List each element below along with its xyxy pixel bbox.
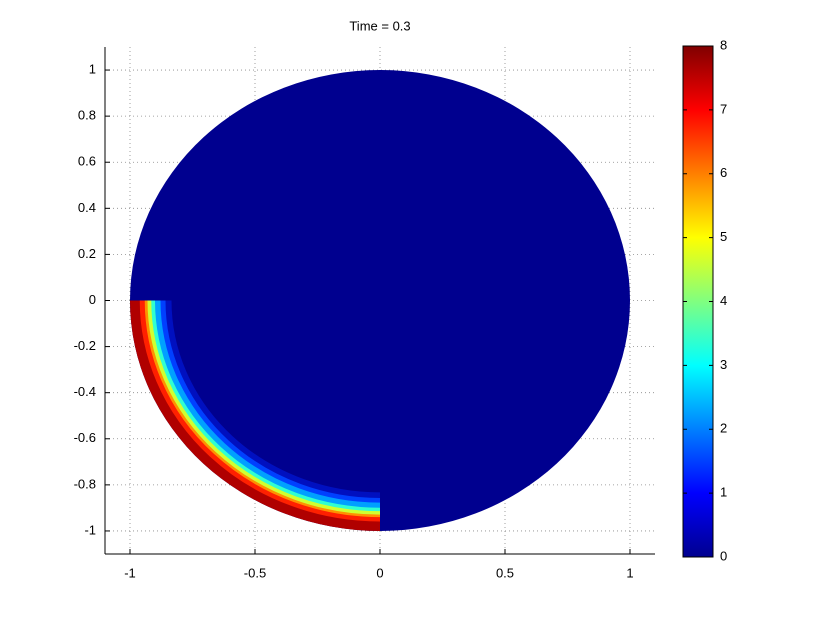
colorbar-tick-label: 1 — [720, 485, 727, 500]
y-tick-label: 0 — [89, 292, 96, 307]
y-tick-label: -1 — [84, 522, 96, 537]
field-disk — [130, 70, 630, 531]
y-tick-label: 0.4 — [78, 200, 96, 215]
band-layer — [154, 300, 381, 509]
band-layer — [159, 300, 381, 504]
colorbar — [682, 45, 714, 558]
y-tick-label: -0.8 — [74, 476, 96, 491]
band-layer — [137, 300, 381, 525]
band-layer — [130, 300, 381, 531]
y-tick-label: 1 — [89, 61, 96, 76]
band-layer — [142, 300, 381, 520]
y-tick-label: 0.8 — [78, 108, 96, 123]
y-tick-label: -0.4 — [74, 384, 96, 399]
y-tick-label: 0.6 — [78, 154, 96, 169]
band-layer — [163, 300, 381, 501]
colorbar-tick-label: 8 — [720, 37, 727, 52]
colorbar-tick-label: 7 — [720, 101, 727, 116]
band-layer — [150, 300, 381, 513]
colorbar-tick-label: 0 — [720, 548, 727, 563]
x-tick-label: -1 — [124, 565, 136, 580]
band-layer — [146, 300, 381, 517]
chart-title: Time = 0.3 — [349, 18, 410, 33]
y-tick-label: -0.2 — [74, 338, 96, 353]
colorbar-tick-label: 4 — [720, 293, 727, 308]
colorbar-tick-label: 6 — [720, 165, 727, 180]
y-tick-label: -0.6 — [74, 430, 96, 445]
x-tick-label: -0.5 — [244, 565, 266, 580]
x-tick-label: 0.5 — [496, 565, 514, 580]
x-tick-label: 1 — [626, 565, 633, 580]
colorbar-tick-label: 2 — [720, 421, 727, 436]
y-tick-label: 0.2 — [78, 246, 96, 261]
x-tick-label: 0 — [376, 565, 383, 580]
colorbar-tick-label: 3 — [720, 357, 727, 372]
colorbar-tick-label: 5 — [720, 229, 727, 244]
hot-band — [130, 300, 381, 531]
